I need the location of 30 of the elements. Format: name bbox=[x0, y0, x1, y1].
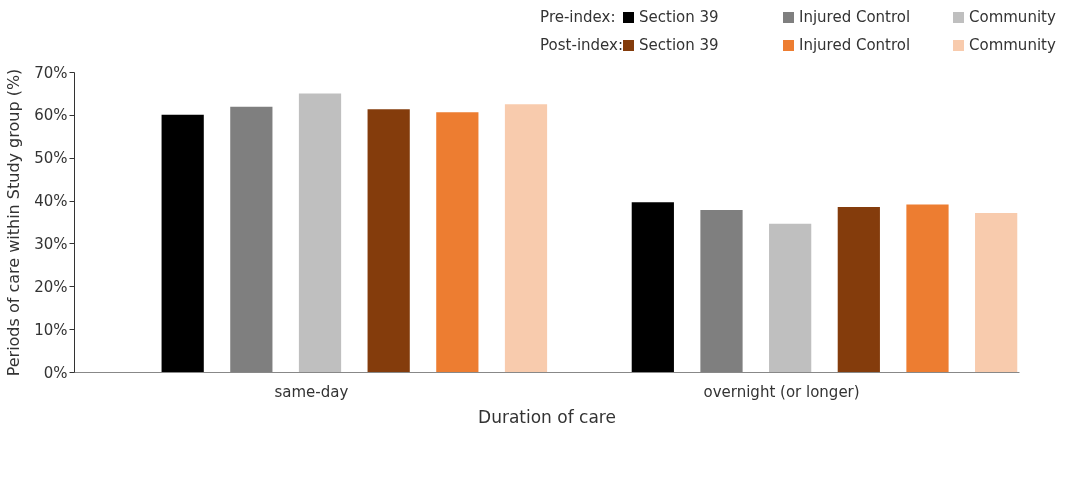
y-tick-label: 30% bbox=[34, 234, 68, 253]
y-tick-label: 40% bbox=[34, 192, 68, 211]
x-tick-label: overnight (or longer) bbox=[703, 382, 860, 401]
bar bbox=[436, 112, 479, 372]
bar bbox=[504, 104, 548, 372]
bar bbox=[906, 204, 949, 372]
y-tick-label: 0% bbox=[43, 363, 68, 382]
y-tick-label: 20% bbox=[34, 277, 68, 296]
bar bbox=[975, 213, 1018, 372]
legend-label: Community bbox=[969, 8, 1056, 26]
text: Pre-index: bbox=[540, 8, 617, 26]
bar bbox=[161, 114, 204, 372]
bar bbox=[298, 93, 342, 372]
y-tick-label: 50% bbox=[34, 149, 68, 168]
legend-label: Injured Control bbox=[799, 8, 911, 26]
legend-label: Section 39 bbox=[639, 36, 719, 54]
legend-label: Injured Control bbox=[799, 36, 911, 54]
bar bbox=[837, 207, 880, 372]
bar bbox=[769, 223, 812, 372]
text: Post-index: bbox=[540, 36, 623, 54]
y-tick-label: 70% bbox=[34, 63, 68, 82]
y-axis-title: Periods of care within Study group (%) bbox=[4, 68, 24, 377]
bar bbox=[367, 109, 410, 372]
y-tick-label: 10% bbox=[34, 320, 68, 339]
legend-label: Section 39 bbox=[639, 8, 719, 26]
bar bbox=[631, 202, 674, 372]
legend-label: Community bbox=[969, 36, 1056, 54]
x-axis-title: Duration of care bbox=[478, 406, 616, 427]
y-tick-label: 60% bbox=[34, 106, 68, 125]
x-tick-label: same-day bbox=[274, 382, 349, 401]
